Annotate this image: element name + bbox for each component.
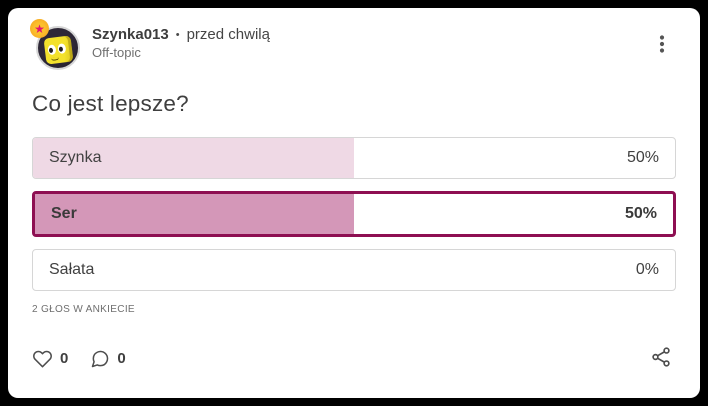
- comment-button[interactable]: 0: [90, 349, 126, 369]
- like-count: 0: [60, 350, 69, 367]
- poll-question: Co jest lepsze?: [32, 91, 189, 116]
- poll-option-szynka[interactable]: Szynka 50%: [32, 137, 676, 179]
- post-header: ★ Szynka013 • przed chwilą Off-topic: [30, 19, 676, 70]
- poll-option-salata[interactable]: Sałata 0%: [32, 249, 676, 291]
- more-options-button[interactable]: [648, 30, 676, 61]
- poll-option-percent: 50%: [624, 205, 657, 222]
- poll-option-label: Ser: [51, 205, 77, 222]
- heart-icon: [33, 350, 52, 367]
- post-actions: 0 0: [32, 344, 676, 373]
- kebab-menu-icon: [659, 35, 665, 53]
- username[interactable]: Szynka013: [92, 26, 169, 43]
- poll-option-percent: 50%: [626, 149, 659, 166]
- star-icon: ★: [34, 21, 45, 36]
- poll-option-fill: [35, 194, 354, 234]
- avatar-star-badge-icon: ★: [30, 19, 49, 38]
- votes-caption: 2 GŁOS W ANKIECIE: [32, 303, 135, 315]
- comment-count: 0: [117, 350, 126, 367]
- separator-dot: •: [175, 28, 180, 41]
- poll-options: Szynka 50% Ser 50% Sałata 0%: [32, 137, 676, 291]
- avatar-character-head: [43, 35, 74, 65]
- share-icon: [652, 347, 670, 367]
- like-button[interactable]: 0: [32, 349, 68, 369]
- poll-option-fill: [33, 138, 354, 178]
- author-block: Szynka013 • przed chwilą Off-topic: [92, 22, 270, 60]
- share-button[interactable]: [646, 344, 676, 373]
- post-card: ★ Szynka013 • przed chwilą Off-topic: [8, 8, 700, 398]
- poll-option-ser-selected[interactable]: Ser 50%: [32, 191, 676, 237]
- poll-option-percent: 0%: [635, 261, 659, 278]
- poll-option-label: Sałata: [49, 261, 95, 278]
- avatar[interactable]: ★: [30, 19, 80, 70]
- poll-option-label: Szynka: [49, 149, 102, 166]
- comment-icon: [92, 350, 109, 367]
- timestamp: przed chwilą: [186, 26, 270, 43]
- category-label[interactable]: Off-topic: [92, 45, 141, 60]
